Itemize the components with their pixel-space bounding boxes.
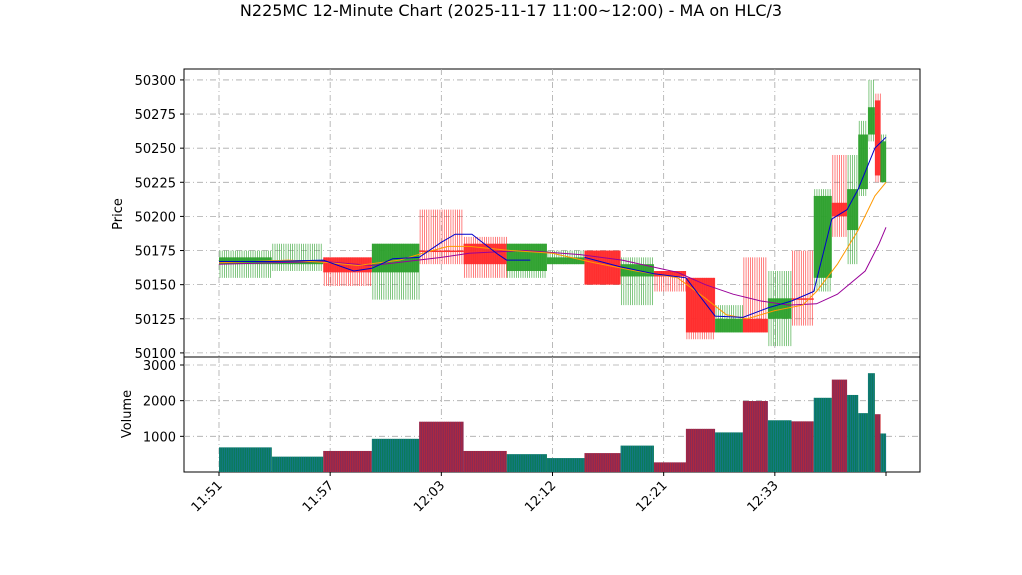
candle [813, 189, 832, 292]
candle-body [506, 243, 547, 272]
candle [880, 134, 887, 183]
x-tick-label: 12:12 [522, 478, 559, 515]
candle [620, 257, 654, 306]
price-tick-label: 50300 [135, 74, 176, 89]
candle [791, 250, 814, 326]
volume-bar [715, 432, 743, 472]
volume-bar-body [874, 414, 881, 472]
volume-bar-body [858, 413, 868, 472]
candle-body [742, 318, 768, 333]
price-tick-label: 50150 [135, 279, 176, 294]
candle [463, 236, 507, 278]
candle [271, 243, 324, 272]
volume-bar [271, 456, 324, 472]
volume-bar-body [219, 447, 272, 472]
volume-bar [767, 420, 792, 472]
candle-body [867, 107, 875, 135]
volume-axis-label: Volume [120, 390, 135, 438]
price-tick-label: 50250 [135, 142, 176, 157]
volume-panel: 1000 2000 3000 [143, 356, 921, 473]
price-frame [183, 68, 921, 358]
volume-tick-label: 3000 [143, 359, 176, 374]
volume-bar-body [742, 401, 768, 472]
x-tick-label: 11:57 [300, 478, 337, 515]
candle-body [546, 257, 585, 265]
candle-body [767, 298, 792, 319]
volume-bar [847, 394, 859, 472]
candle-body [653, 271, 686, 277]
volume-bar [546, 458, 585, 472]
volume-bar-body [371, 438, 420, 472]
volume-bar [653, 462, 687, 472]
volume-bar-body [419, 421, 464, 472]
price-tick-label: 50125 [135, 313, 176, 328]
volume-bar-body [463, 450, 507, 472]
volume-bar [880, 433, 887, 472]
candle [506, 243, 547, 278]
volume-bar [463, 450, 507, 472]
volume-bar [858, 413, 868, 472]
price-tick-label: 50175 [135, 245, 176, 260]
candle [371, 243, 420, 300]
volume-bar-body [685, 428, 716, 472]
candle-body [813, 195, 832, 278]
candle [742, 257, 768, 333]
ma-slow-line [218, 227, 887, 306]
volume-bar [419, 421, 464, 472]
volume-bar [831, 379, 848, 472]
candle [858, 120, 868, 196]
candle [874, 93, 881, 183]
volume-bar-body [323, 450, 372, 472]
candle-body [858, 134, 868, 190]
volume-bar [371, 438, 420, 472]
candle [831, 154, 848, 237]
volume-tick-label: 1000 [143, 430, 176, 445]
candle-body [715, 318, 743, 333]
x-tick-label: 12:03 [411, 478, 448, 515]
volume-bar-body [715, 432, 743, 472]
candle [847, 154, 859, 265]
price-tick-label: 50200 [135, 210, 176, 225]
candle-body [419, 250, 464, 253]
volume-bar-body [653, 462, 686, 472]
volume-bar [867, 373, 875, 472]
volume-bar [685, 428, 716, 472]
volume-tick-label: 2000 [143, 395, 176, 410]
volume-bar [813, 397, 832, 472]
candle [767, 271, 792, 347]
candle-body [791, 298, 814, 300]
candle-body [880, 141, 886, 183]
chart-title: N225MC 12-Minute Chart (2025-11-17 11:00… [240, 1, 782, 20]
price-tick-label: 50100 [135, 347, 176, 362]
candle [685, 277, 716, 340]
volume-bar-body [584, 453, 621, 472]
volume-bar [791, 421, 814, 472]
price-tick-label: 50275 [135, 108, 176, 123]
x-axis: 11:51 11:57 12:03 12:12 12:21 12:33 [189, 472, 887, 515]
volume-bar [874, 414, 881, 472]
candle [867, 79, 875, 142]
candle-body [874, 100, 881, 176]
price-tick-label: 50225 [135, 176, 176, 191]
candle-body [219, 257, 272, 265]
ma-fast-line [219, 233, 531, 272]
volume-bar [219, 447, 272, 472]
volume-bar [742, 401, 768, 472]
candle-body [847, 189, 859, 231]
volume-bar [323, 450, 372, 472]
price-panel: 50100 50125 50150 50175 50200 50225 50250 50275… [135, 68, 921, 362]
candle-body [831, 202, 848, 217]
volume-bar [506, 454, 547, 472]
x-tick-label: 12:33 [745, 478, 782, 515]
x-tick-label: 12:21 [633, 478, 670, 515]
candle [653, 271, 687, 292]
ma-fast-line-tail [584, 136, 887, 318]
x-tick-label: 11:51 [189, 478, 226, 515]
volume-bar-body [813, 397, 832, 472]
volume-bar-body [880, 433, 886, 472]
volume-bar [620, 445, 654, 472]
price-axis-label: Price [111, 198, 126, 230]
volume-bar [584, 453, 621, 472]
